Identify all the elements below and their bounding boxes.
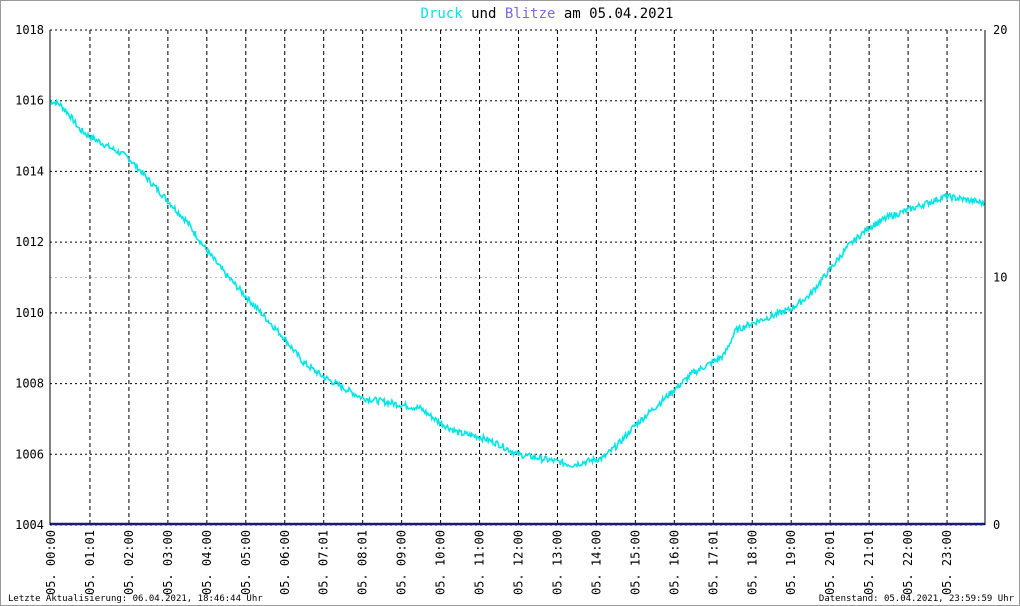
- grid: [50, 29, 985, 526]
- x-tick-label: 05. 08:01: [356, 530, 370, 595]
- x-tick-label: 05. 03:00: [161, 530, 175, 595]
- pressure-series-line: [49, 98, 986, 469]
- x-tick-label: 05. 12:00: [512, 530, 526, 595]
- x-tick-label: 05. 14:00: [589, 530, 603, 595]
- left-tick-label: 1004: [15, 518, 44, 532]
- left-tick-label: 1010: [15, 306, 44, 320]
- right-tick-label: 20: [993, 23, 1007, 37]
- x-tick-label: 05. 22:00: [901, 530, 915, 595]
- x-tick-label: 05. 17:01: [706, 530, 720, 595]
- footer-data-status: Datenstand: 05.04.2021, 23:59:59 Uhr: [819, 594, 1015, 604]
- left-tick-label: 1018: [15, 23, 44, 37]
- right-tick-label: 10: [993, 271, 1007, 285]
- x-axis-ticks: 05. 00:00 05. 01:01 05. 02:00 05. 03:00 05. …: [44, 530, 954, 595]
- title-part-0: Druck: [421, 6, 464, 22]
- x-tick-label: 05. 10:00: [434, 530, 448, 595]
- x-tick-label: 05. 19:00: [784, 530, 798, 595]
- title-part-1: und: [463, 6, 505, 22]
- left-tick-label: 1014: [15, 164, 44, 178]
- right-axis-ticks: 0 10 20: [993, 23, 1007, 532]
- x-tick-label: 05. 13:00: [550, 530, 564, 595]
- x-tick-label: 05. 06:00: [278, 530, 292, 595]
- left-axis-ticks: 1004 1006 1008 1010 1012 1014 1016 1018: [15, 23, 44, 532]
- chart-title: Druck und Blitze am 05.04.2021: [421, 6, 674, 22]
- x-tick-label: 05. 23:00: [940, 530, 954, 595]
- footer-last-update: Letzte Aktualisierung: 06.04.2021, 18:46…: [8, 594, 263, 604]
- x-tick-label: 05. 05:00: [239, 530, 253, 595]
- title-part-3: am 05.04.2021: [555, 6, 673, 22]
- x-tick-label: 05. 07:01: [317, 530, 331, 595]
- x-tick-label: 05. 15:00: [628, 530, 642, 595]
- x-tick-label: 05. 21:01: [862, 530, 876, 595]
- x-tick-label: 05. 04:00: [200, 530, 214, 595]
- x-tick-label: 05. 02:00: [122, 530, 136, 595]
- x-tick-label: 05. 00:00: [44, 530, 58, 595]
- left-tick-label: 1008: [15, 377, 44, 391]
- left-tick-label: 1016: [15, 94, 44, 108]
- left-tick-label: 1012: [15, 235, 44, 249]
- x-tick-label: 05. 20:01: [823, 530, 837, 595]
- x-tick-label: 05. 18:00: [745, 530, 759, 595]
- x-tick-label: 05. 16:00: [667, 530, 681, 595]
- left-tick-label: 1006: [15, 447, 44, 461]
- series-layer: [49, 98, 986, 526]
- x-tick-label: 05. 01:01: [83, 530, 97, 595]
- axes: [49, 30, 986, 525]
- x-tick-label: 05. 09:00: [395, 530, 409, 595]
- right-tick-label: 0: [993, 518, 1000, 532]
- title-part-2: Blitze: [505, 6, 556, 22]
- x-tick-label: 05. 11:00: [473, 530, 487, 595]
